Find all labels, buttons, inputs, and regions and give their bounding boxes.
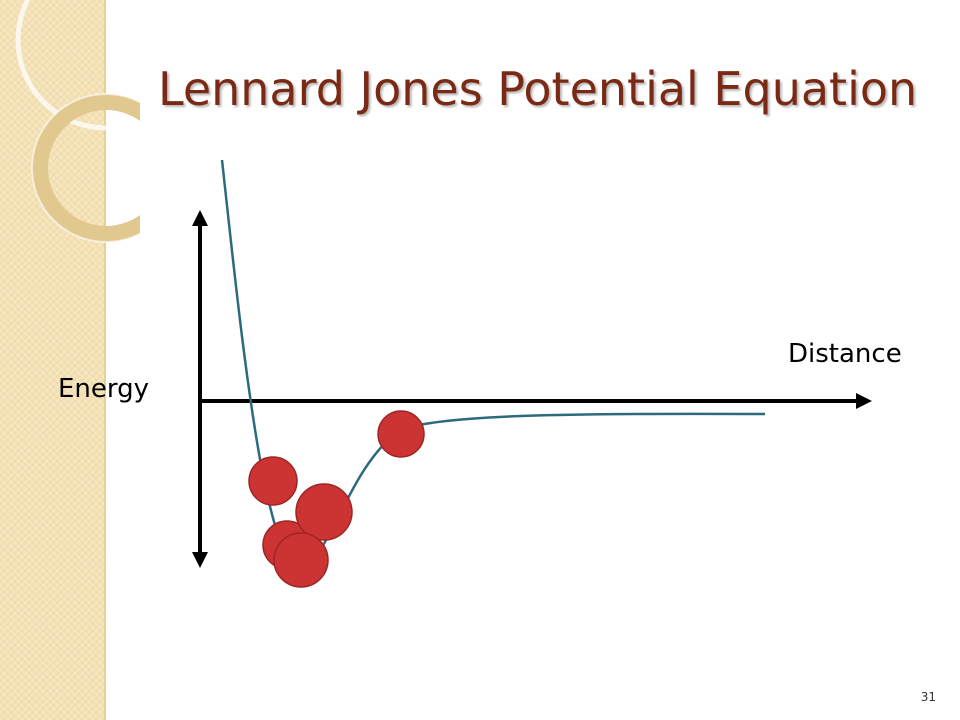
slide-title: Lennard Jones Potential Equation [158, 62, 918, 116]
decorative-circles [15, 0, 140, 243]
page-number: 31 [920, 690, 936, 704]
particle [377, 410, 425, 458]
energy-axis-label: Energy [58, 374, 149, 404]
particle [248, 456, 298, 506]
distance-axis-label: Distance [788, 339, 902, 369]
particle [273, 532, 329, 588]
particle [295, 483, 353, 541]
